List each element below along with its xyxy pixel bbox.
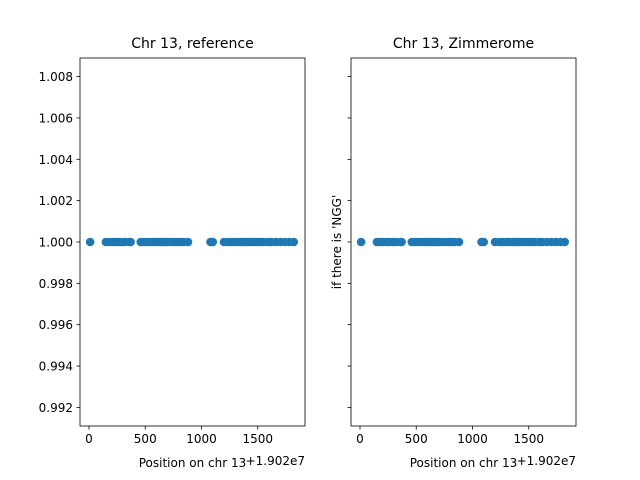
data-point: [479, 237, 489, 247]
y-tick-label: 1.002: [39, 194, 73, 208]
y-axis-label-zimmerome: if there is 'NGG': [330, 195, 344, 290]
x-offset-label-reference: +1.902e7: [246, 454, 305, 468]
y-tick-label: 1.004: [39, 153, 73, 167]
x-tick-label: 1500: [513, 432, 544, 446]
data-point: [454, 237, 464, 247]
data-point: [289, 237, 299, 247]
x-offset-label-zimmerome: +1.902e7: [517, 454, 576, 468]
x-tick-label: 0: [356, 432, 364, 446]
y-tick-label: 1.008: [39, 70, 73, 84]
y-tick-label: 0.998: [39, 277, 73, 291]
panel-zimmerome: Chr 13, Zimmerome Position on chr 13 +1.…: [330, 36, 577, 470]
data-point: [356, 237, 366, 247]
x-axis-label-reference: Position on chr 13: [139, 456, 247, 470]
x-tick-label: 500: [405, 432, 428, 446]
data-point: [126, 237, 135, 247]
panel-title-reference: Chr 13, reference: [131, 36, 253, 52]
data-point: [183, 237, 193, 247]
x-tick-label: 1500: [242, 432, 273, 446]
x-tick-label: 0: [85, 432, 93, 446]
data-point: [85, 237, 95, 247]
y-tick-label: 1.006: [39, 111, 73, 125]
x-tick-label: 1000: [457, 432, 488, 446]
y-tick-label: 0.992: [39, 401, 73, 415]
y-tick-label: 1.000: [39, 236, 73, 250]
x-tick-label: 500: [134, 432, 157, 446]
data-points-zimmerome: [356, 237, 570, 247]
data-point: [397, 237, 406, 247]
data-point: [208, 237, 218, 247]
x-axis-label-zimmerome: Position on chr 13: [410, 456, 518, 470]
y-tick-label: 0.994: [39, 360, 73, 374]
panel-reference: Chr 13, reference Position on chr 13 +1.…: [39, 36, 306, 470]
x-tick-label: 1000: [186, 432, 217, 446]
data-point: [560, 237, 570, 247]
panel-title-zimmerome: Chr 13, Zimmerome: [393, 36, 534, 52]
y-tick-label: 0.996: [39, 318, 73, 332]
data-points-reference: [85, 237, 299, 247]
